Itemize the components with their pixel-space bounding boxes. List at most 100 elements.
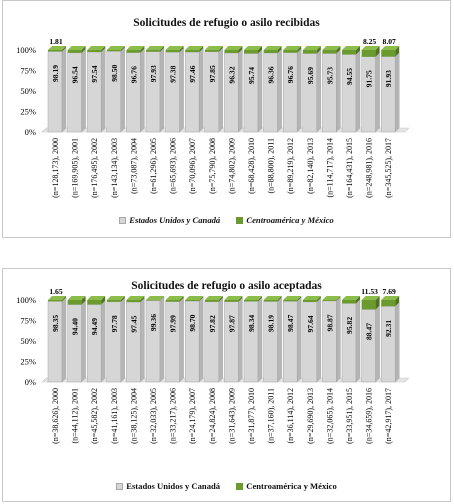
bar-us	[302, 53, 318, 133]
bar-us-side	[257, 49, 263, 133]
x-tick-label: (n=37,160), 2011	[267, 388, 276, 444]
bar-group: 91.75 8.25	[361, 37, 380, 133]
x-tick-label: (n=345,525), 2017	[384, 138, 393, 198]
bar-ca-top	[361, 296, 380, 300]
bar-group: 98.34	[243, 296, 263, 383]
bar-group: 97.99	[165, 296, 184, 383]
bar-ca	[361, 300, 376, 310]
bar-value-label: 98.70	[188, 314, 197, 331]
bar-ca	[185, 50, 200, 53]
bar-value-label: 91.75	[365, 70, 374, 87]
bar-us-side	[277, 48, 282, 133]
x-tick-label: (n=169,905), 2001	[71, 138, 80, 198]
bar-ca-top	[165, 296, 184, 300]
bar-us-side	[198, 296, 204, 383]
bar-value-label: 97.87	[227, 315, 236, 332]
bar-ca	[87, 300, 102, 305]
bar-ca-side	[120, 296, 125, 302]
bar-group: 97.38	[165, 46, 184, 133]
bar-us	[126, 301, 141, 383]
x-tick-label: (n=31,643), 2009	[227, 388, 236, 444]
bar-group: 98.19 1.81	[47, 37, 67, 133]
x-tick-label: (n=24,179), 2007	[188, 388, 197, 444]
bar-group: 96.36	[263, 46, 282, 133]
bar-us-side	[100, 300, 106, 383]
bar-ca-top	[302, 46, 321, 50]
bar-ca	[48, 50, 62, 52]
bar-ca	[126, 50, 141, 53]
legend-swatch-us	[119, 217, 127, 224]
bar-value-label: 98.19	[51, 65, 60, 82]
bar-ca-top	[263, 46, 282, 50]
bar-ca-side	[336, 46, 341, 54]
bar-ca-top	[126, 46, 145, 50]
bar-ca-side	[199, 46, 204, 53]
bar-us	[380, 56, 396, 133]
bar-us-side	[81, 300, 86, 383]
bar-ca	[263, 50, 278, 53]
bar-value-label: 97.93	[149, 65, 158, 82]
bar-value-label: 95.74	[247, 67, 256, 84]
bar-us	[322, 53, 337, 133]
bar-ca-side	[297, 46, 302, 53]
legend-swatch-ca	[236, 483, 244, 490]
bar-value-label: 96.76	[286, 66, 295, 83]
x-tick-label: (n=41,161), 2003	[110, 388, 119, 444]
x-tick-label: (n=248,981), 2016	[365, 138, 374, 198]
bar-value-label: 94.49	[90, 318, 99, 335]
bar-us	[67, 304, 82, 383]
bar-value-label: 97.46	[188, 65, 197, 82]
bar-ca	[106, 50, 121, 52]
bar-us-side	[375, 52, 380, 133]
bar-ca	[342, 50, 356, 55]
x-tick-label: (n=128,173), 2000	[51, 138, 60, 198]
bar-value-label: 99.36	[149, 314, 158, 331]
bar-us	[341, 54, 357, 133]
bar-us	[322, 300, 337, 383]
bar-ca-side	[258, 46, 262, 54]
bar-us-side	[355, 298, 361, 383]
y-tick-label: 100%	[16, 45, 36, 55]
bar-us	[302, 301, 318, 383]
bar-ca	[322, 50, 337, 54]
bar-value-label: 96.32	[227, 66, 236, 83]
bar-ca-top	[146, 46, 164, 50]
chart-plot-area: 0% 25% 50% 75% 100% 98.35 1.65 (n=38,626), 2000…	[16, 287, 410, 444]
bar-us	[263, 301, 278, 383]
bar-us-side	[61, 47, 67, 133]
x-tick-label: (n=75,790), 2008	[208, 138, 217, 194]
bar-group: 99.36	[145, 296, 165, 383]
bar-us	[47, 51, 63, 133]
bar-ca	[302, 50, 317, 54]
bar-us-side	[179, 47, 184, 133]
legend-item-ca: Centroamérica y México	[236, 481, 337, 491]
bar-us	[263, 52, 278, 133]
bar-ca-top	[185, 46, 204, 50]
bar-us	[282, 301, 298, 383]
bar-value-label: 97.99	[169, 315, 178, 332]
bar-ca	[381, 300, 396, 307]
bar-ca-side	[62, 46, 66, 52]
x-tick-label: (n=33,951), 2015	[345, 388, 354, 444]
x-tick-label: (n=73,087), 2004	[129, 138, 138, 194]
bar-us	[361, 56, 376, 133]
bar-group: 97.45	[126, 296, 145, 383]
x-tick-label: (n=36,114), 2012	[286, 388, 295, 444]
bar-value-label: 94.40	[71, 318, 80, 335]
bar-ca-value-label: 11.53	[361, 287, 378, 296]
bar-ca	[263, 300, 278, 302]
bar-ca	[165, 50, 180, 53]
chart-legend: Estados Unidos y Canadá Centroamérica y …	[3, 481, 450, 491]
bar-value-label: 95.73	[325, 67, 334, 84]
bar-us	[86, 51, 102, 133]
bar-us	[145, 51, 161, 133]
bar-ca-top	[283, 46, 302, 50]
bar-group: 95.82	[341, 296, 361, 383]
bar-group: 97.64	[302, 296, 321, 383]
bar-ca-side	[297, 296, 302, 302]
bar-group: 96.76	[126, 46, 145, 133]
bar-us	[67, 52, 82, 133]
x-tick-label: (n=34,659), 2016	[365, 388, 374, 444]
legend-label-us: Estados Unidos y Canadá	[129, 215, 221, 225]
bar-value-label: 98.47	[286, 315, 295, 332]
